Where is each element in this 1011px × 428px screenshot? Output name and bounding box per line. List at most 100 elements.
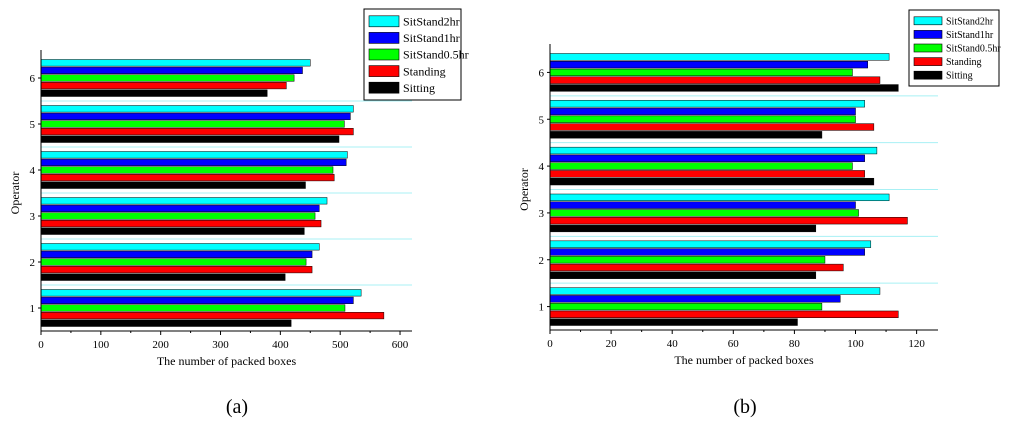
bar: [549, 162, 853, 170]
bar: [549, 154, 865, 162]
bar: [40, 151, 348, 159]
bar: [549, 256, 826, 264]
bar: [40, 59, 311, 67]
bar: [549, 287, 881, 295]
x-tick-label: 100: [93, 339, 110, 351]
bar: [549, 263, 844, 272]
x-tick-label: 80: [789, 338, 801, 350]
bar: [549, 177, 875, 186]
bar: [549, 115, 856, 123]
bar: [40, 174, 335, 182]
bar: [40, 135, 340, 143]
bar: [40, 181, 306, 189]
bar: [40, 227, 305, 235]
bar: [40, 82, 287, 90]
bar: [549, 217, 908, 225]
x-tick-label: 400: [272, 339, 289, 351]
chart-panel-a: 1 2 3 4 5 6 0 100 200 300 400 500 600 The number of p…: [8, 8, 469, 418]
category-tick-label: 1: [539, 302, 545, 314]
bar: [40, 258, 307, 266]
x-tick-label: 120: [908, 338, 925, 350]
x-tick-label: 200: [152, 339, 169, 351]
bar: [40, 166, 334, 174]
bar: [40, 289, 362, 297]
bar: [549, 209, 859, 217]
bar: [40, 120, 345, 128]
x-tick-label: 600: [392, 339, 409, 351]
bar: [40, 105, 354, 113]
legend-swatch: [368, 81, 400, 94]
bar: [40, 74, 295, 82]
category-tick-label: 2: [30, 257, 36, 269]
y-axis-title: Operator: [517, 168, 531, 211]
bar: [549, 84, 899, 92]
bar: [549, 53, 890, 61]
bar: [40, 212, 316, 220]
x-tick-label: 100: [847, 338, 864, 350]
x-tick-label: 0: [547, 338, 553, 350]
x-tick-label: 20: [606, 338, 618, 350]
legend-label: SitStand1hr: [946, 30, 994, 41]
legend-swatch: [913, 30, 943, 39]
panel-label: (b): [733, 396, 756, 418]
legend-swatch: [368, 32, 400, 44]
category-tick-label: 5: [30, 119, 36, 131]
bar: [549, 170, 865, 178]
bar: [549, 76, 881, 84]
legend-label: Standing: [403, 64, 446, 78]
legend-swatch: [913, 43, 943, 53]
legend-swatch: [368, 65, 400, 77]
legend-label: Sitting: [403, 81, 435, 95]
bar: [549, 318, 798, 326]
x-axis-title: The number of packed boxes: [157, 354, 297, 368]
legend-label: SitStand1hr: [403, 31, 460, 45]
legend-label: SitStand0.5hr: [403, 48, 469, 62]
legend-swatch: [368, 48, 400, 61]
bar: [40, 66, 303, 74]
legend-label: Sitting: [946, 71, 973, 82]
bar: [549, 302, 823, 311]
bar: [40, 312, 385, 320]
category-tick-label: 4: [539, 161, 545, 173]
legend-swatch: [368, 15, 400, 28]
x-tick-label: 60: [728, 338, 740, 350]
bar: [549, 146, 878, 155]
panel-label: (a): [226, 396, 248, 418]
bar: [40, 220, 322, 228]
bar: [549, 193, 890, 202]
bar: [40, 296, 354, 304]
bar: [549, 271, 817, 279]
bar: [549, 61, 868, 69]
bar: [40, 243, 320, 251]
category-tick-label: 1: [30, 303, 36, 315]
category-tick-label: 5: [539, 114, 545, 126]
bar: [549, 310, 899, 318]
bar: [549, 240, 872, 248]
category-tick-label: 4: [30, 165, 36, 177]
bar: [549, 248, 865, 256]
legend-label: SitStand2hr: [946, 16, 994, 27]
bar: [40, 128, 354, 136]
bar: [549, 107, 856, 116]
x-tick-label: 500: [332, 339, 349, 351]
bar: [40, 158, 347, 166]
bar: [549, 295, 841, 303]
bar: [549, 201, 856, 209]
bar: [549, 131, 823, 139]
bar: [549, 100, 865, 108]
legend-swatch: [913, 57, 943, 66]
category-tick-label: 2: [539, 255, 545, 267]
category-tick-label: 3: [539, 208, 545, 220]
y-axis-title: Operator: [8, 172, 22, 215]
bar: [40, 89, 268, 97]
bar: [40, 204, 320, 212]
legend-swatch: [913, 70, 943, 80]
legend-label: Standing: [946, 57, 982, 68]
category-tick-label: 3: [30, 211, 36, 223]
category-tick-label: 6: [30, 73, 36, 85]
bar: [40, 266, 313, 274]
x-tick-label: 300: [212, 339, 229, 351]
bar: [40, 112, 351, 120]
